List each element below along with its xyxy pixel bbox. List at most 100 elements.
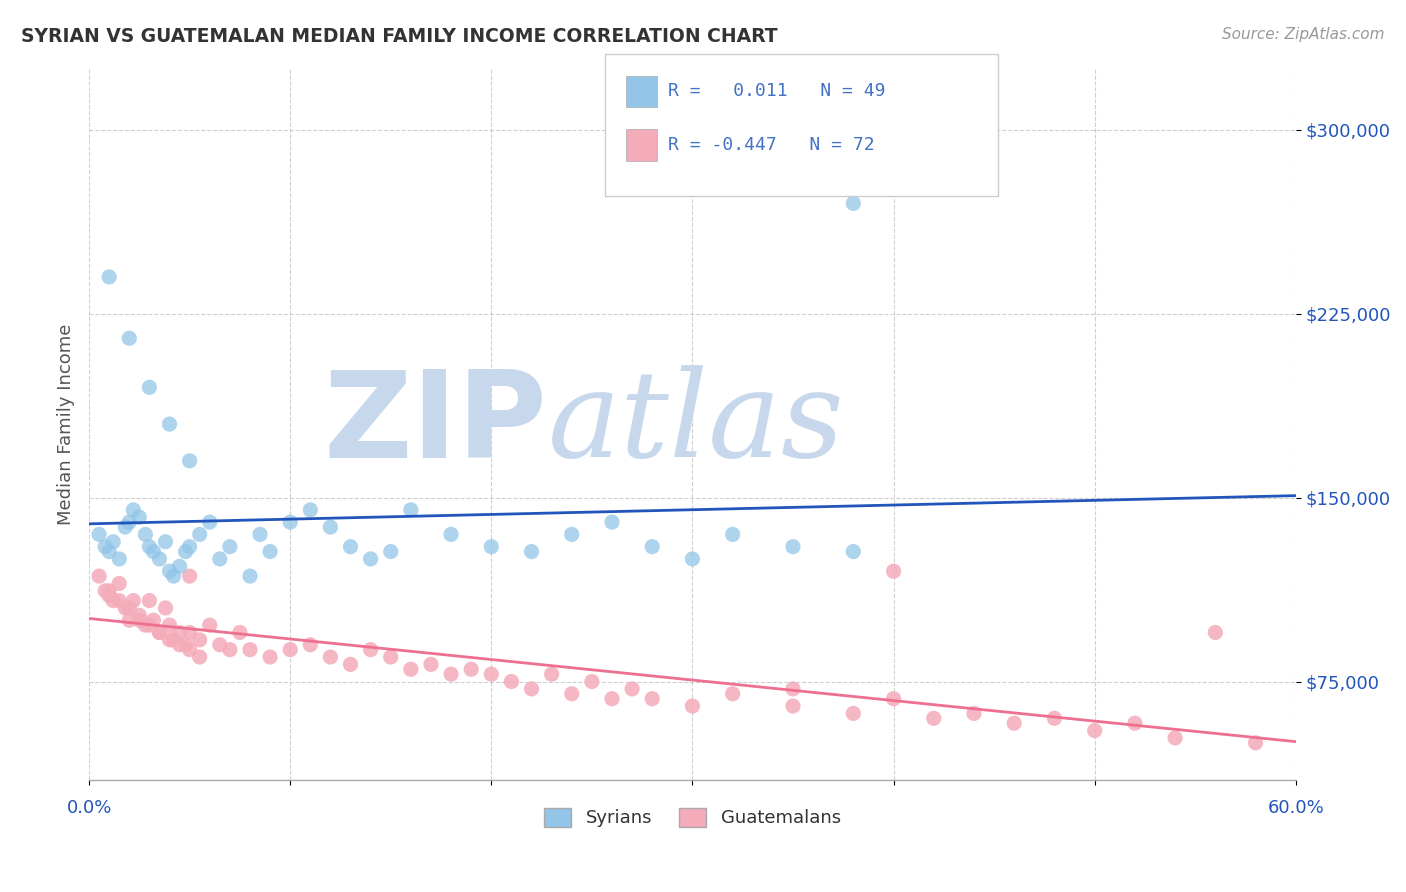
Point bbox=[159, 564, 181, 578]
Point bbox=[103, 593, 125, 607]
Point bbox=[883, 564, 905, 578]
Point bbox=[108, 576, 131, 591]
Point bbox=[440, 527, 463, 541]
Point bbox=[360, 552, 382, 566]
Point bbox=[842, 196, 865, 211]
Point bbox=[299, 638, 322, 652]
Point bbox=[122, 593, 145, 607]
Point bbox=[380, 650, 402, 665]
Point bbox=[179, 569, 201, 583]
Point bbox=[420, 657, 443, 672]
Point bbox=[360, 642, 382, 657]
Point bbox=[138, 540, 160, 554]
Point bbox=[339, 657, 361, 672]
Point bbox=[561, 687, 583, 701]
Point bbox=[114, 520, 136, 534]
Point bbox=[249, 527, 271, 541]
Point bbox=[118, 601, 141, 615]
Point bbox=[148, 625, 170, 640]
Point bbox=[229, 625, 252, 640]
Point bbox=[842, 706, 865, 721]
Point bbox=[208, 552, 231, 566]
Point bbox=[114, 601, 136, 615]
Point bbox=[299, 503, 322, 517]
Text: 0.0%: 0.0% bbox=[66, 799, 111, 817]
Point bbox=[621, 681, 644, 696]
Point bbox=[561, 527, 583, 541]
Point bbox=[134, 527, 156, 541]
Point bbox=[98, 589, 121, 603]
Point bbox=[134, 618, 156, 632]
Point bbox=[148, 552, 170, 566]
Point bbox=[479, 540, 502, 554]
Point bbox=[540, 667, 562, 681]
Point bbox=[520, 544, 543, 558]
Point bbox=[89, 527, 111, 541]
Point bbox=[399, 503, 422, 517]
Point bbox=[1002, 716, 1025, 731]
Point bbox=[188, 527, 211, 541]
Point bbox=[142, 613, 165, 627]
Point bbox=[399, 662, 422, 676]
Point bbox=[108, 552, 131, 566]
Point bbox=[155, 534, 177, 549]
Point bbox=[118, 331, 141, 345]
Point bbox=[108, 593, 131, 607]
Point bbox=[162, 632, 184, 647]
Point bbox=[782, 681, 804, 696]
Point bbox=[159, 417, 181, 431]
Point bbox=[681, 699, 703, 714]
Point bbox=[319, 650, 342, 665]
Point bbox=[155, 601, 177, 615]
Point bbox=[118, 613, 141, 627]
Point bbox=[98, 583, 121, 598]
Y-axis label: Median Family Income: Median Family Income bbox=[58, 324, 75, 524]
Point bbox=[782, 699, 804, 714]
Point bbox=[179, 540, 201, 554]
Point bbox=[600, 691, 623, 706]
Point bbox=[218, 642, 240, 657]
Point bbox=[681, 552, 703, 566]
Point bbox=[218, 540, 240, 554]
Point bbox=[600, 515, 623, 529]
Point bbox=[138, 593, 160, 607]
Point bbox=[339, 540, 361, 554]
Point bbox=[159, 632, 181, 647]
Point bbox=[520, 681, 543, 696]
Legend: Syrians, Guatemalans: Syrians, Guatemalans bbox=[537, 801, 848, 835]
Point bbox=[1084, 723, 1107, 738]
Point bbox=[169, 559, 191, 574]
Point bbox=[162, 569, 184, 583]
Point bbox=[174, 638, 197, 652]
Point bbox=[118, 515, 141, 529]
Point bbox=[142, 544, 165, 558]
Text: ZIP: ZIP bbox=[323, 366, 547, 483]
Point bbox=[169, 638, 191, 652]
Point bbox=[179, 642, 201, 657]
Point bbox=[94, 583, 117, 598]
Point bbox=[460, 662, 482, 676]
Point bbox=[641, 540, 664, 554]
Point bbox=[479, 667, 502, 681]
Point bbox=[198, 515, 221, 529]
Point bbox=[581, 674, 603, 689]
Point bbox=[89, 569, 111, 583]
Point bbox=[138, 618, 160, 632]
Point bbox=[188, 650, 211, 665]
Point bbox=[1123, 716, 1146, 731]
Text: Source: ZipAtlas.com: Source: ZipAtlas.com bbox=[1222, 27, 1385, 42]
Point bbox=[1043, 711, 1066, 725]
Point bbox=[159, 618, 181, 632]
Text: atlas: atlas bbox=[547, 366, 845, 483]
Text: 60.0%: 60.0% bbox=[1267, 799, 1324, 817]
Point bbox=[98, 269, 121, 284]
Point bbox=[278, 515, 301, 529]
Point bbox=[440, 667, 463, 681]
Point bbox=[128, 608, 150, 623]
Point bbox=[179, 625, 201, 640]
Point bbox=[1244, 736, 1267, 750]
Point bbox=[922, 711, 945, 725]
Point bbox=[198, 618, 221, 632]
Point bbox=[721, 527, 744, 541]
Point bbox=[174, 544, 197, 558]
